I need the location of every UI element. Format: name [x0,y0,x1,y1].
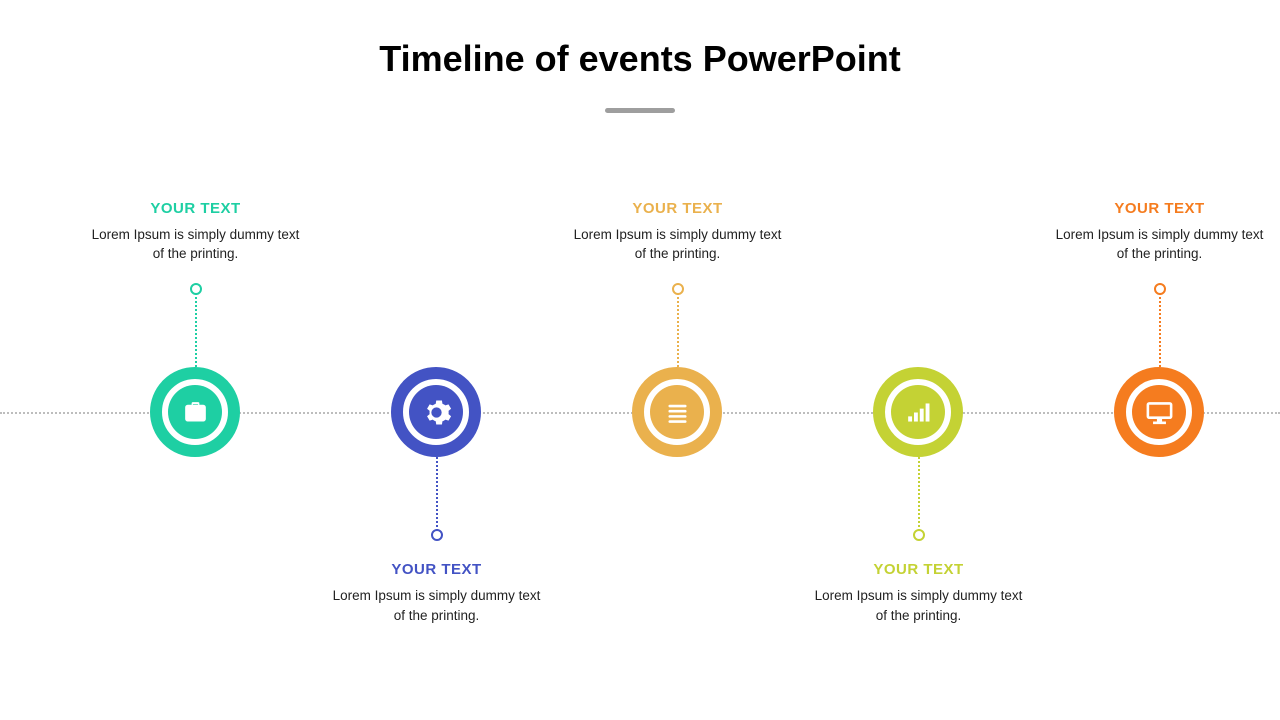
connector-line [195,289,197,367]
node-ring [873,367,963,457]
item-text-block: YOUR TEXT Lorem Ipsum is simply dummy tex… [327,561,547,625]
connector-line [436,457,438,535]
connector-endpoint [913,529,925,541]
timeline-node [1114,367,1204,457]
item-text-block: YOUR TEXT Lorem Ipsum is simply dummy tex… [86,200,306,264]
connector-endpoint [190,283,202,295]
monitor-icon [1132,385,1186,439]
item-body: Lorem Ipsum is simply dummy text of the … [86,225,306,264]
timeline-area: YOUR TEXT Lorem Ipsum is simply dummy tex… [0,0,1280,720]
item-heading: YOUR TEXT [568,200,788,217]
timeline-item-0: YOUR TEXTLorem Ipsum is simply dummy tex… [195,412,196,413]
gear-icon [409,385,463,439]
timeline-node [150,367,240,457]
timeline-item-2: YOUR TEXTLorem Ipsum is simply dummy tex… [677,412,678,413]
node-ring [150,367,240,457]
item-heading: YOUR TEXT [1050,200,1270,217]
list-icon [650,385,704,439]
item-body: Lorem Ipsum is simply dummy text of the … [1050,225,1270,264]
node-ring [632,367,722,457]
connector-endpoint [1154,283,1166,295]
item-body: Lorem Ipsum is simply dummy text of the … [327,586,547,625]
connector-endpoint [672,283,684,295]
item-text-block: YOUR TEXT Lorem Ipsum is simply dummy tex… [568,200,788,264]
item-body: Lorem Ipsum is simply dummy text of the … [568,225,788,264]
bars-icon [891,385,945,439]
item-heading: YOUR TEXT [86,200,306,217]
item-text-block: YOUR TEXT Lorem Ipsum is simply dummy tex… [809,561,1029,625]
node-ring [1114,367,1204,457]
timeline-node [391,367,481,457]
timeline-node [873,367,963,457]
timeline-item-3: YOUR TEXTLorem Ipsum is simply dummy tex… [918,412,919,413]
connector-line [918,457,920,535]
connector-endpoint [431,529,443,541]
timeline-item-1: YOUR TEXTLorem Ipsum is simply dummy tex… [436,412,437,413]
item-text-block: YOUR TEXT Lorem Ipsum is simply dummy tex… [1050,200,1270,264]
item-heading: YOUR TEXT [327,561,547,578]
connector-line [677,289,679,367]
node-ring [391,367,481,457]
timeline-item-4: YOUR TEXTLorem Ipsum is simply dummy tex… [1159,412,1160,413]
connector-line [1159,289,1161,367]
briefcase-icon [168,385,222,439]
item-body: Lorem Ipsum is simply dummy text of the … [809,586,1029,625]
timeline-node [632,367,722,457]
item-heading: YOUR TEXT [809,561,1029,578]
